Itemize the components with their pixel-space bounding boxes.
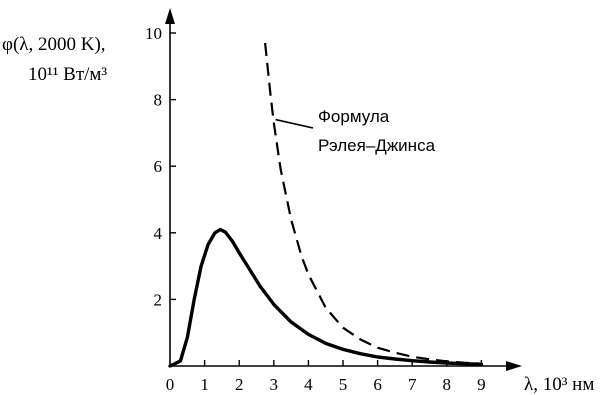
annotation: Формула Рэлея–Джинса bbox=[275, 107, 436, 155]
x-tick-label: 0 bbox=[166, 375, 175, 394]
y-axis-arrow bbox=[165, 8, 175, 24]
x-tick-label: 7 bbox=[408, 375, 417, 394]
rayleigh-jeans-curve bbox=[264, 42, 482, 365]
x-tick-label: 6 bbox=[373, 375, 382, 394]
axis-labels: φ(λ, 2000 K), 10¹¹ Вт/м³ λ, 10³ нм bbox=[2, 34, 594, 395]
x-tick-label: 9 bbox=[477, 375, 486, 394]
annotation-line2: Рэлея–Джинса bbox=[318, 136, 436, 155]
x-tick-label: 5 bbox=[339, 375, 348, 394]
x-axis-label: λ, 10³ нм bbox=[524, 374, 594, 395]
y-tick-label: 10 bbox=[145, 24, 162, 43]
x-axis-arrow bbox=[506, 361, 522, 371]
x-tick-label: 1 bbox=[200, 375, 209, 394]
x-tick-label: 3 bbox=[270, 375, 279, 394]
y-tick-label: 8 bbox=[154, 91, 163, 110]
y-tick-label: 2 bbox=[154, 290, 163, 309]
planck-curve bbox=[168, 227, 484, 368]
annotation-pointer bbox=[275, 118, 314, 129]
annotation-line1: Формула bbox=[318, 107, 390, 126]
x-tick-label: 2 bbox=[235, 375, 244, 394]
y-axis-label-line1: φ(λ, 2000 K), bbox=[2, 34, 106, 55]
x-tick-label: 8 bbox=[443, 375, 452, 394]
y-axis-label-line2: 10¹¹ Вт/м³ bbox=[28, 64, 107, 85]
axes bbox=[165, 8, 522, 371]
series bbox=[168, 42, 484, 368]
y-tick-label: 6 bbox=[154, 157, 163, 176]
x-tick-label: 4 bbox=[304, 375, 313, 394]
y-tick-label: 4 bbox=[154, 224, 163, 243]
